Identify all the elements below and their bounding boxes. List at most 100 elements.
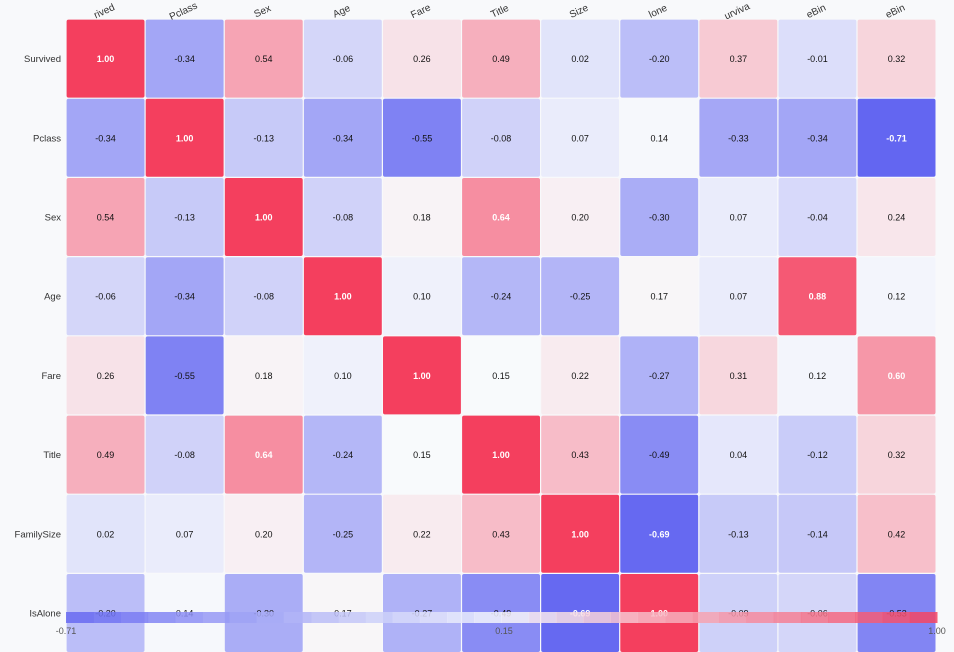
cell-value-label: -0.06 xyxy=(95,292,116,302)
colorbar-segment xyxy=(583,612,611,623)
cell-value-label: -0.08 xyxy=(174,450,195,460)
heatmap-cell xyxy=(145,19,224,98)
heatmap-cell xyxy=(462,336,540,415)
cell-value-label: -0.34 xyxy=(807,133,828,143)
colorbar-segment xyxy=(664,612,693,623)
cell-value-label: 0.20 xyxy=(255,529,273,539)
cell-value-label: 0.10 xyxy=(413,292,431,302)
cell-value-label: -0.01 xyxy=(807,54,828,64)
cell-value-label: -0.55 xyxy=(412,133,433,143)
column-label: Title xyxy=(489,3,511,21)
colorbar-segment xyxy=(610,612,639,623)
colorbar-tick-label: -0.71 xyxy=(56,626,77,636)
heatmap-cell xyxy=(778,415,857,494)
colorbar-segment xyxy=(310,612,339,623)
heatmap-cell xyxy=(145,98,224,177)
row-label: Survived xyxy=(24,54,61,65)
heatmap-cell xyxy=(778,19,857,98)
colorbar-segment xyxy=(93,612,121,623)
row-label: FamilySize xyxy=(15,529,61,540)
cell-value-label: 0.17 xyxy=(650,292,668,302)
cell-value-label: 0.43 xyxy=(571,450,589,460)
column-label: Fare xyxy=(409,2,433,21)
column-label: Size xyxy=(568,2,591,20)
heatmap-cell xyxy=(541,257,620,336)
colorbar-segment xyxy=(882,612,911,623)
heatmap-cell xyxy=(145,178,224,256)
cell-value-label: -0.49 xyxy=(649,450,670,460)
cell-value-label: -0.08 xyxy=(491,133,512,143)
colorbar-segment xyxy=(66,612,94,623)
row-label: Fare xyxy=(41,371,61,382)
cell-value-label: -0.14 xyxy=(807,529,828,539)
heatmap-cell xyxy=(462,494,540,573)
heatmap-cell xyxy=(857,257,936,336)
cell-value-label: -0.69 xyxy=(649,529,670,539)
heatmap-cell xyxy=(462,178,540,256)
cell-value-label: 0.02 xyxy=(571,54,589,64)
cell-value-label: 0.49 xyxy=(97,450,115,460)
cell-value-label: 1.00 xyxy=(176,133,194,143)
colorbar-segment xyxy=(202,612,230,623)
heatmap-cell xyxy=(66,336,145,415)
cell-value-label: 0.02 xyxy=(97,529,115,539)
heatmap-cell xyxy=(145,257,224,336)
heatmap-cell xyxy=(699,257,778,336)
cell-value-label: 0.22 xyxy=(413,529,431,539)
cell-value-label: 0.26 xyxy=(97,371,115,381)
colorbar-segment xyxy=(855,612,884,623)
heatmap-cell xyxy=(699,178,778,256)
heatmap-cell xyxy=(303,19,382,98)
cell-value-label: -0.20 xyxy=(649,54,670,64)
colorbar: -0.71 0.15 1.00 xyxy=(56,612,946,636)
heatmap-cell xyxy=(383,336,461,415)
heatmap-cell xyxy=(383,494,461,573)
column-label: Pclass xyxy=(168,1,199,23)
heatmap-cell xyxy=(66,415,145,494)
cell-value-label: -0.24 xyxy=(333,450,354,460)
heatmap-cell xyxy=(224,415,303,494)
heatmap-cell xyxy=(145,494,224,573)
cell-value-label: 0.43 xyxy=(492,529,510,539)
column-label: Age xyxy=(331,3,352,21)
heatmap-cell xyxy=(462,257,540,336)
row-label: Sex xyxy=(45,213,62,224)
heatmap-cell xyxy=(699,415,778,494)
cell-value-label: -0.13 xyxy=(728,529,749,539)
heatmap-cell xyxy=(541,336,620,415)
colorbar-segment xyxy=(692,612,720,623)
heatmap-cell xyxy=(145,336,224,415)
cell-value-label: -0.30 xyxy=(649,213,670,223)
heatmap-cell xyxy=(462,19,540,98)
cell-value-label: 0.10 xyxy=(334,371,352,381)
cell-value-label: 0.18 xyxy=(413,213,431,223)
heatmap-cell xyxy=(857,494,936,573)
heatmap-cell xyxy=(620,98,699,177)
heatmap-cell xyxy=(383,415,461,494)
cell-value-label: 0.54 xyxy=(255,54,273,64)
cell-value-label: 0.15 xyxy=(413,450,431,460)
cell-value-label: -0.13 xyxy=(253,133,274,143)
cell-value-label: 0.64 xyxy=(255,450,273,460)
heatmap-cells: 1.00 -0.34 0.54 -0.06 0.26 0.49 0.02 -0.20 0.37 -… xyxy=(66,19,936,652)
colorbar-tick-label: 1.00 xyxy=(928,626,946,636)
heatmap-cell xyxy=(66,19,145,98)
heatmap-cell xyxy=(224,19,303,98)
heatmap-cell xyxy=(541,494,620,573)
cell-value-label: 1.00 xyxy=(413,371,431,381)
heatmap-cell xyxy=(541,19,620,98)
colorbar-segment xyxy=(256,612,285,623)
heatmap-cell xyxy=(541,178,620,256)
cell-value-label: 0.32 xyxy=(888,450,906,460)
cell-value-label: 0.12 xyxy=(809,371,827,381)
row-labels: Survived Pclass Sex Age Fare Title FamilySize I… xyxy=(15,54,62,619)
heatmap-cell xyxy=(303,98,382,177)
colorbar-segment xyxy=(419,612,448,623)
heatmap-cell xyxy=(857,415,936,494)
heatmap-cell xyxy=(303,494,382,573)
heatmap-cell xyxy=(699,494,778,573)
heatmap-cell xyxy=(462,415,540,494)
cell-value-label: 0.54 xyxy=(97,213,115,223)
colorbar-segment xyxy=(392,612,421,623)
